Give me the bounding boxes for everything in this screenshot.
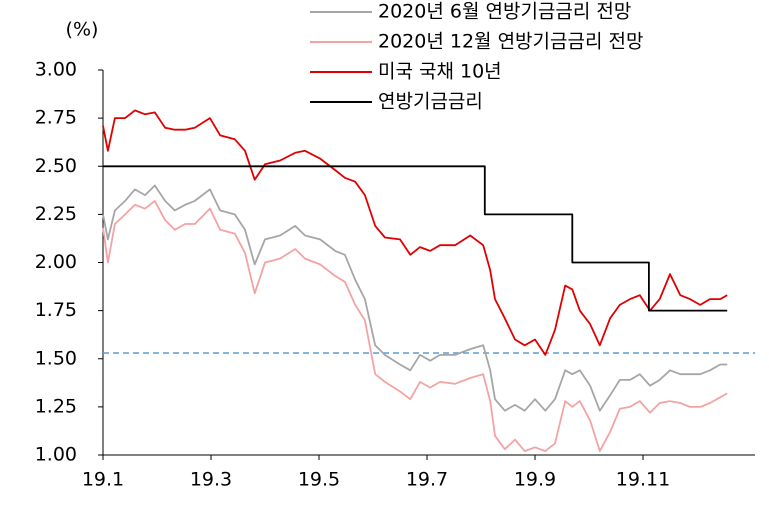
series-line	[102, 184, 728, 412]
legend-label: 연방기금금리	[378, 91, 483, 113]
legend-label: 2020년 12월 연방기금금리 전망	[378, 31, 643, 53]
x-tick-label: 19.1	[82, 469, 124, 491]
legend-label: 2020년 6월 연방기금금리 전망	[378, 1, 631, 23]
y-tick-label: 1.00	[35, 444, 77, 466]
y-tick-label: 1.50	[35, 347, 77, 369]
y-axis-label: (%)	[66, 19, 99, 41]
y-tick-label: 2.75	[35, 107, 77, 129]
legend-label: 미국 국채 10년	[378, 61, 502, 83]
x-tick-label: 19.7	[406, 469, 448, 491]
y-tick-label: 2.50	[35, 155, 77, 177]
series-line	[102, 109, 728, 356]
x-tick-label: 19.9	[514, 469, 556, 491]
x-tick-label: 19.5	[298, 469, 340, 491]
y-tick-label: 1.75	[35, 299, 77, 321]
series-line	[103, 165, 728, 312]
series-line	[102, 200, 728, 452]
y-tick-label: 2.25	[35, 203, 77, 225]
x-tick-label: 19.11	[616, 469, 670, 491]
y-tick-label: 1.25	[35, 395, 77, 417]
y-tick-label: 2.00	[35, 251, 77, 273]
x-tick-label: 19.3	[190, 469, 232, 491]
y-tick-label: 3.00	[35, 59, 77, 81]
